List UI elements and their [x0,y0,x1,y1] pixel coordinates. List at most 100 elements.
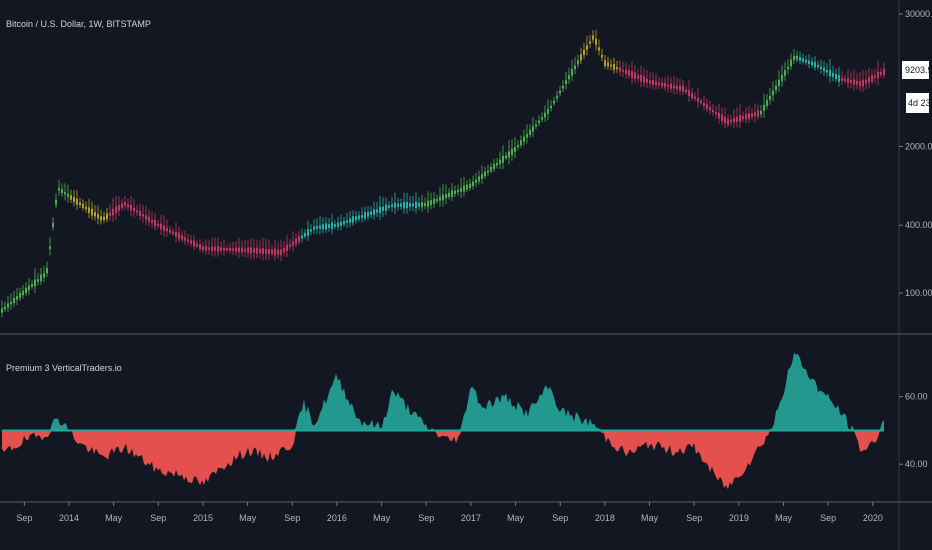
time-axis-label: Sep [820,513,836,523]
candle-body [634,72,636,80]
bar-countdown-tag [906,93,929,113]
candle-body [283,247,285,253]
candle-body [778,79,780,86]
candle-body [721,114,723,122]
candle-body [334,224,336,227]
candle-body [112,208,114,216]
candle-body [835,74,837,80]
candle-body [808,60,810,64]
candle-body [862,79,864,87]
candle-body [868,77,870,83]
candle-body [262,248,264,255]
candle-body [574,65,576,70]
candle-body [694,96,696,99]
candle-body [607,62,609,67]
candle-body [145,215,147,220]
candle-body [220,247,222,251]
candle-body [118,204,120,211]
time-axis-label: Sep [284,513,300,523]
candle-body [874,75,876,78]
oscillator-axis-label: 40.00 [905,459,928,469]
candle-body [709,107,711,111]
candle-body [103,216,105,221]
candle-body [541,117,543,120]
candle-body [175,231,177,237]
candle-body [205,246,207,251]
candle-body [28,285,30,291]
candle-body [817,64,819,68]
time-axis-label: 2019 [729,513,749,523]
time-axis-label: Sep [150,513,166,523]
candle-body [61,189,63,194]
candle-body [424,203,426,206]
candle-body [589,41,591,44]
time-axis-label: Sep [552,513,568,523]
candle-body [706,104,708,110]
candle-body [766,99,768,106]
candle-body [499,159,501,164]
candle-body [115,206,117,214]
candle-body [676,85,678,90]
candle-body [712,109,714,113]
candle-body [379,206,381,214]
candle-body [370,211,372,215]
candle-body [814,61,816,68]
candle-body [325,223,327,230]
candle-body [238,247,240,253]
candle-body [16,296,18,300]
candle-body [235,247,237,252]
time-axis-label: 2020 [863,513,883,523]
candle-body [832,72,834,77]
price-axis-label: 30000.00 [905,9,932,19]
price-axis-label: 100.00 [905,288,932,298]
candle-body [838,75,840,82]
candle-body [784,70,786,76]
time-axis-label: Sep [418,513,434,523]
candle-body [775,85,777,91]
candle-body [685,89,687,93]
candle-body [658,82,660,86]
price-axis-label: 2000.00 [905,141,932,151]
candle-body [7,303,9,308]
candle-body [361,214,363,218]
candle-body [529,129,531,135]
candle-body [139,211,141,216]
candle-body [703,102,705,106]
candle-body [769,96,771,100]
candle-body [724,116,726,124]
candle-body [274,248,276,256]
time-axis-label: May [641,513,659,523]
candle-body [436,198,438,202]
candle-body [856,80,858,85]
candle-body [502,155,504,163]
candle-body [364,212,366,219]
candle-body [508,151,510,158]
candle-body [592,35,594,40]
candle-body [346,220,348,223]
time-axis-label: May [105,513,123,523]
candle-body [301,235,303,239]
time-axis-label: 2014 [59,513,79,523]
candle-body [478,176,480,182]
candle-body [400,203,402,207]
candle-body [91,208,93,216]
candle-body [289,244,291,247]
candle-body [538,120,540,124]
candle-body [211,246,213,251]
candle-body [469,183,471,189]
candle-body [652,80,654,85]
candle-body [172,231,174,234]
candle-body [337,222,339,228]
candle-body [418,202,420,207]
candle-body [46,267,48,274]
candle-body [241,247,243,253]
candle-body [259,248,261,254]
candle-body [244,248,246,252]
candle-body [13,297,15,303]
candle-body [850,79,852,83]
candle-body [664,82,666,88]
candle-body [655,81,657,86]
